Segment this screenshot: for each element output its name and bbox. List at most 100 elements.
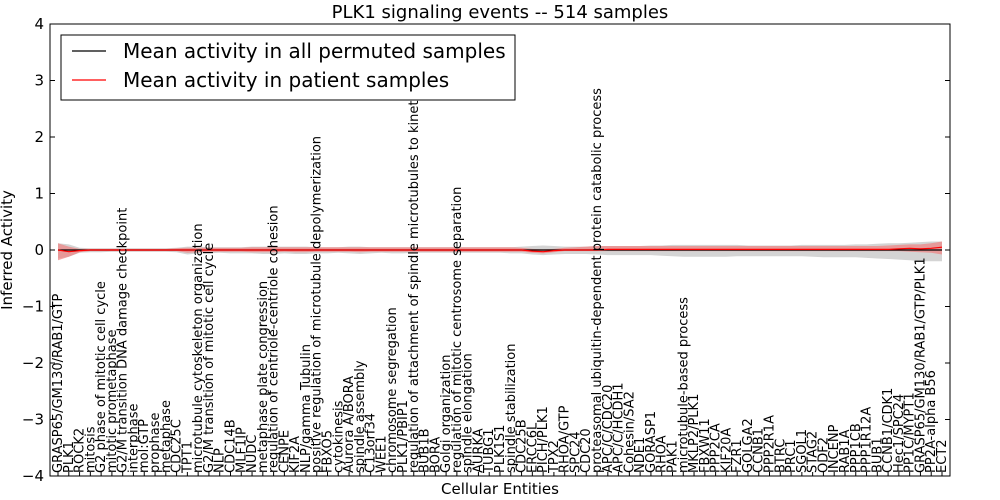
x-tick-label: GRASP65/GM130/RAB1/GTP/PLK1 — [913, 257, 928, 473]
x-tick-label: RHOA — [655, 435, 670, 473]
y-tick-label: −2 — [22, 354, 44, 372]
x-tick-label: AURKA — [471, 428, 486, 473]
x-tick-label: Golgi organization — [439, 355, 454, 473]
x-tick-label: APC/C/CDC20 — [601, 385, 616, 473]
x-axis-entity-labels: GRASP65/GM130/RAB1/GTPPLK1ROCK2mitosisG2… — [51, 56, 950, 476]
x-tick-label: KIF20A — [719, 428, 734, 473]
x-tick-label: mol:GTP — [137, 419, 152, 473]
x-tick-label: INCENP — [827, 424, 842, 473]
x-tick-label: G2 phase of mitotic cell cycle — [94, 281, 109, 473]
band-patient — [58, 241, 942, 261]
x-tick-label: mitosis — [83, 426, 98, 473]
x-tick-label: PICH/PLK1 — [536, 406, 551, 473]
x-tick-label: regulation of attachment of spindle micr… — [407, 56, 422, 473]
series-lines — [57, 246, 943, 253]
x-tick-label: SGOL1 — [795, 429, 810, 473]
x-tick-label: ERCC6L — [525, 422, 540, 473]
x-tick-label: proteasomal ubiquitin-dependent protein … — [590, 88, 605, 473]
x-tick-label: PPP1R12A — [860, 407, 875, 473]
x-tick-label: FBXO5 — [321, 430, 336, 473]
x-tick-label: PRC1 — [784, 439, 799, 473]
x-tick-label: BORA — [428, 437, 443, 473]
x-tick-label: prophase — [148, 413, 163, 474]
x-tick-label: KIF2A — [288, 436, 303, 473]
chart-title: PLK1 signaling events -- 514 samples — [332, 2, 669, 23]
y-tick-label: 4 — [34, 15, 44, 33]
x-tick-label: PP1C/MYPT1 — [903, 392, 918, 473]
x-tick-label: interphase — [126, 403, 141, 473]
legend: Mean activity in all permuted samples Me… — [60, 34, 516, 101]
x-axis-label: Cellular Entities — [441, 480, 559, 498]
legend-label-patient: Mean activity in patient samples — [123, 68, 449, 92]
x-tick-label: TPT1 — [180, 441, 195, 474]
x-tick-label: STAG2 — [806, 431, 821, 473]
plot-frame — [49, 23, 951, 477]
x-tick-label: spindle elongation — [461, 353, 476, 473]
x-tick-label: GORASP1 — [644, 411, 659, 473]
x-tick-label: chromosome segregation — [385, 307, 400, 473]
x-tick-label: positive regulation of microtubule depol… — [310, 136, 325, 473]
y-axis-label: Inferred Activity — [0, 190, 16, 310]
x-tick-label: PPP2R1A — [763, 415, 778, 473]
x-tick-label: PPP2CA — [709, 423, 724, 473]
x-tick-label: PPP1CB — [849, 423, 864, 473]
x-tick-label: metaphase — [159, 400, 174, 473]
x-tick-label: Hec1/SPC24 — [892, 394, 907, 473]
x-tick-label: RAB1A — [838, 429, 853, 473]
x-tick-label: WEE1 — [374, 435, 389, 473]
x-tick-label: spindle stabilization — [504, 344, 519, 474]
x-tick-label: APC/C/HCDH1 — [612, 382, 627, 473]
x-tick-label: ROCK2 — [73, 428, 88, 473]
x-tick-label: CDC25C — [170, 419, 185, 473]
x-tick-label: NDE1 — [633, 437, 648, 473]
x-tick-label: RHOA/GTP — [558, 405, 573, 473]
x-tick-label: microtubule cytoskeleton organization — [191, 223, 206, 473]
x-tick-label: MKLP2/PLK1 — [687, 394, 702, 473]
x-tick-label: CENPE — [277, 430, 292, 473]
x-tick-label: Cohesin/SA2 — [622, 391, 637, 473]
x-tick-label: PLK1S1 — [493, 425, 508, 473]
y-tick-label: −1 — [22, 298, 44, 316]
y-tick-label: 2 — [34, 128, 44, 146]
x-tick-label: cytokinesis — [331, 400, 346, 473]
y-tick-label: 1 — [34, 185, 44, 203]
x-tick-label: mitotic prometaphase — [105, 329, 120, 473]
x-tick-label: regulation of mitotic centrosome separat… — [450, 187, 465, 473]
x-tick-label: NLP — [213, 448, 228, 473]
line-patient — [57, 246, 943, 253]
x-tick-label: ECT2 — [935, 439, 950, 473]
x-tick-label: CCNB1/CDK1 — [881, 388, 896, 473]
x-tick-label: spindle assembly — [353, 360, 368, 473]
y-tick-label: 3 — [34, 72, 44, 90]
y-tick-label: 0 — [34, 241, 44, 259]
x-tick-label: CDC14B — [223, 419, 238, 473]
x-tick-label: SPC24 — [568, 431, 583, 473]
x-tick-label: CCNB1 — [752, 428, 767, 473]
x-tick-label: BTRC — [773, 439, 788, 473]
x-tick-label: BUB1 — [870, 437, 885, 473]
x-tick-label: GRASP65/GM130/RAB1/GTP — [51, 294, 66, 473]
x-tick-label: PP2A-alpha B56 — [924, 370, 939, 473]
x-tick-label: ODF2 — [816, 437, 831, 473]
x-tick-label: CDC20 — [579, 428, 594, 473]
y-tick-label: −4 — [22, 467, 44, 485]
x-tick-label: G2/M transition DNA damage checkpoint — [116, 208, 131, 473]
y-tick-label: −3 — [22, 411, 44, 429]
x-tick-label: FBXW11 — [698, 418, 713, 473]
confidence-bands — [58, 241, 942, 262]
x-tick-label: PAK1 — [665, 440, 680, 473]
y-axis-ticks: −4 −3 −2 −1 0 1 2 3 4 — [22, 15, 950, 485]
x-tick-label: GOLGA2 — [741, 418, 756, 473]
x-tick-label: NLP/gamma Tubulin — [299, 344, 314, 473]
x-tick-label: BUB1B — [418, 428, 433, 473]
x-tick-label: TUBG1 — [482, 429, 497, 474]
x-tick-label: regulation of centriole-centriole cohesi… — [267, 205, 282, 473]
x-tick-label: microtubule-based process — [676, 297, 691, 473]
x-tick-label: CDC25B — [515, 419, 530, 473]
x-tick-label: metaphase plate congression — [256, 281, 271, 473]
legend-label-permuted: Mean activity in all permuted samples — [123, 39, 506, 63]
x-tick-label: MLF1IP — [234, 427, 249, 473]
legend-box — [60, 34, 516, 101]
x-tick-label: TPX2 — [547, 440, 562, 474]
